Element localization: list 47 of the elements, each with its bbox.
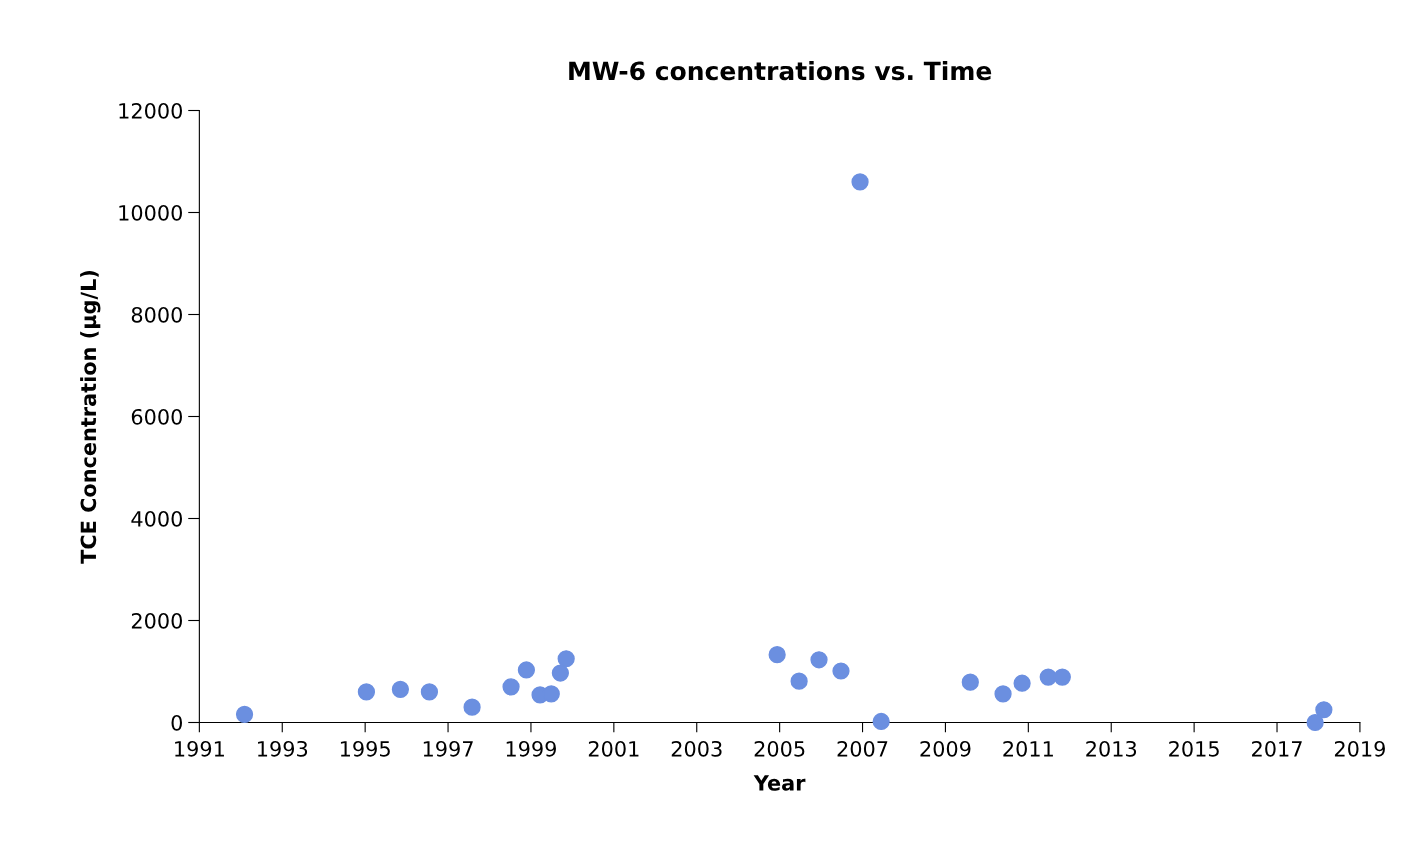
y-tick-label: 12000	[119, 102, 182, 119]
point	[1053, 668, 1071, 686]
chart-title: MW-6 concentrations vs. Time	[569, 60, 992, 81]
x-tick-label: 2003	[671, 740, 722, 757]
x-tick-label: 2013	[1086, 740, 1137, 757]
x-tick-label: 2017	[1252, 740, 1302, 757]
y-tick-label: 8000	[131, 306, 182, 323]
point	[994, 685, 1012, 703]
point	[391, 680, 409, 698]
x-tick-label: 2001	[588, 740, 639, 757]
x-tick-label: 2007	[837, 740, 888, 757]
y-tick-label: 6000	[131, 408, 182, 425]
point	[832, 662, 850, 680]
point	[872, 712, 890, 731]
y-axis-title: TCE Concentration (µg/L)	[80, 270, 101, 564]
point	[851, 173, 869, 191]
point	[557, 650, 575, 668]
y-tick-label: 2000	[131, 612, 182, 629]
x-tick-label: 1993	[258, 740, 308, 757]
y-tick-label: 10000	[119, 204, 182, 221]
point	[463, 698, 481, 716]
y-tick-label: 0	[171, 714, 182, 731]
x-tick-label: 1995	[340, 740, 390, 757]
point	[517, 661, 536, 679]
y-tick-label: 4000	[131, 510, 182, 527]
x-tick-label: 2005	[754, 740, 805, 757]
point	[790, 672, 808, 690]
point	[235, 705, 254, 723]
point	[810, 651, 828, 669]
point	[420, 683, 439, 701]
x-tick-label: 2019	[1334, 740, 1385, 757]
x-tick-label: 1991	[175, 740, 224, 757]
point	[1039, 668, 1057, 686]
x-tick-label: 1997	[423, 740, 473, 757]
x-tick-label: 2011	[1003, 740, 1053, 757]
point	[1315, 701, 1333, 719]
x-tick-label: 2009	[920, 740, 971, 757]
point	[502, 678, 520, 696]
x-axis-title: Year	[753, 775, 806, 791]
point	[768, 646, 786, 664]
point	[961, 673, 979, 691]
point	[1013, 674, 1031, 692]
x-tick-label: 2015	[1169, 740, 1219, 757]
x-tick-label: 1999	[506, 740, 556, 757]
point	[1306, 713, 1324, 732]
point	[551, 664, 569, 682]
point	[357, 683, 376, 701]
